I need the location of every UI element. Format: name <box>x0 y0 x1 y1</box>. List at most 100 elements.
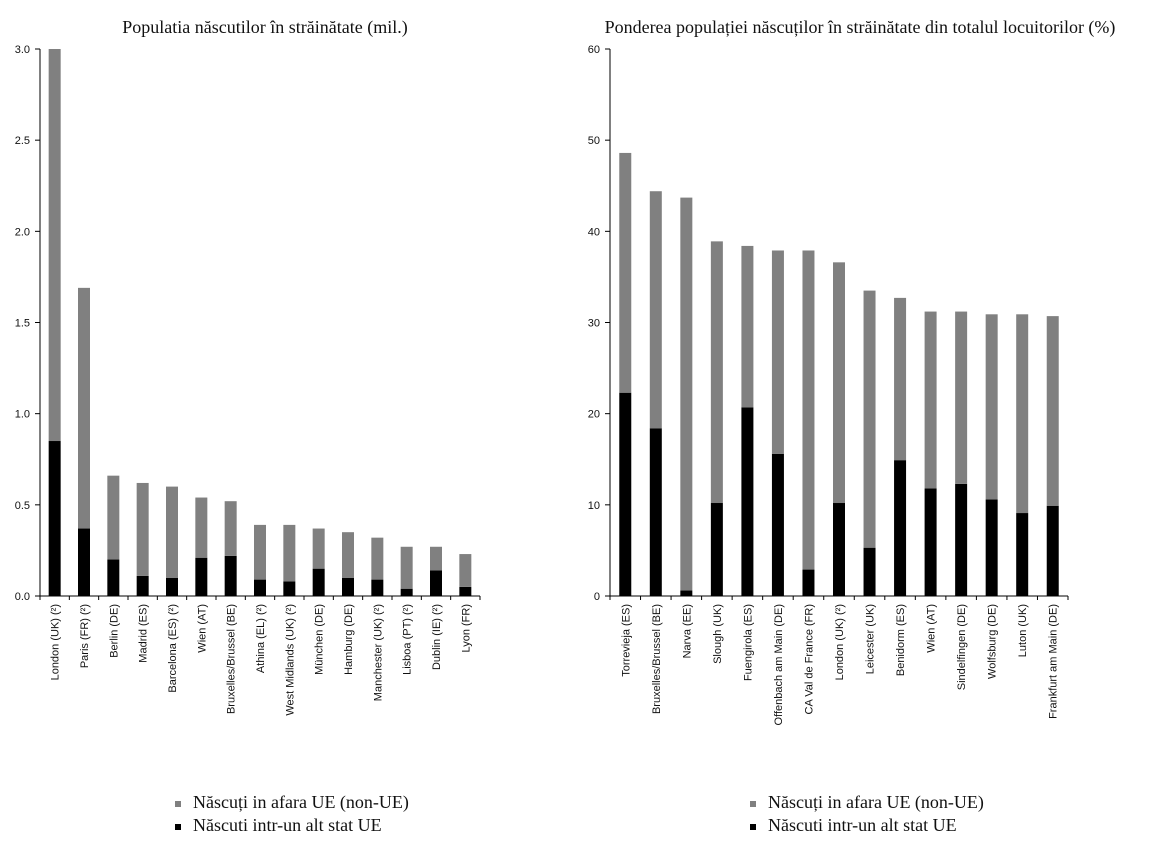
x-category-label: Torrevieja (ES) <box>620 604 632 677</box>
bar-eu <box>649 428 662 596</box>
bar-eu <box>136 575 149 596</box>
x-category-label: Narva (EE) <box>681 604 693 658</box>
y-tick-label: 0 <box>594 591 600 603</box>
bar-non-eu <box>78 287 90 529</box>
x-category-label: Frankfurt am Main (DE) <box>1048 604 1060 719</box>
bar-eu <box>78 528 90 596</box>
y-tick-label: 1.5 <box>15 318 30 330</box>
legend-swatch <box>175 824 181 830</box>
bar-eu <box>371 579 384 596</box>
bar-eu <box>283 581 296 596</box>
x-category-label: München (DE) <box>314 604 326 675</box>
bar-eu <box>771 453 784 596</box>
y-tick-label: 0.5 <box>15 500 30 512</box>
x-category-label: Berlin (DE) <box>108 604 120 658</box>
bar-eu <box>48 441 61 596</box>
chart-title: Populatia născutilor în străinătate (mil… <box>122 17 407 38</box>
legend-swatch <box>750 801 756 807</box>
bar-non-eu <box>48 49 61 442</box>
bar-non-eu <box>166 486 178 578</box>
chart-title: Ponderea populației născuților în străin… <box>605 17 1116 38</box>
bar-non-eu <box>680 197 693 591</box>
x-category-label: Slough (UK) <box>712 604 724 664</box>
x-category-label: London (UK) (²) <box>50 604 62 680</box>
bar-non-eu <box>1046 316 1059 506</box>
x-category-label: Lyon (FR) <box>460 604 472 653</box>
bar-non-eu <box>924 311 937 489</box>
x-category-label: West Midlands (UK) (²) <box>284 604 296 716</box>
x-category-label: Sindelfingen (DE) <box>956 604 968 690</box>
bar-non-eu <box>107 475 120 560</box>
bar-non-eu <box>1016 314 1029 514</box>
bar-eu <box>741 407 754 596</box>
bar-non-eu <box>833 262 845 504</box>
bar-eu <box>619 392 632 596</box>
x-category-label: Barcelona (ES) (²) <box>167 604 179 693</box>
bar-non-eu <box>224 501 237 556</box>
bar-non-eu <box>863 290 876 548</box>
legend-swatch <box>750 824 756 830</box>
bar-eu <box>710 503 723 596</box>
bar-non-eu <box>955 311 968 484</box>
x-category-label: Paris (FR) (²) <box>79 604 91 668</box>
y-tick-label: 0.0 <box>15 591 30 603</box>
x-category-label: Benidorm (ES) <box>895 604 907 676</box>
bar-eu <box>254 579 266 596</box>
bar-eu <box>863 547 876 596</box>
bar-eu <box>400 588 413 596</box>
x-category-label: Wien (AT) <box>196 604 208 653</box>
y-tick-label: 10 <box>588 500 600 512</box>
bar-non-eu <box>894 297 907 461</box>
bar-eu <box>224 555 237 596</box>
legend-label: Născuti intr-un alt stat UE <box>768 815 957 835</box>
bar-non-eu <box>342 532 354 578</box>
bar-eu <box>459 586 472 596</box>
bar-eu <box>195 557 208 596</box>
x-category-label: Bruxelles/Brussel (BE) <box>651 604 663 714</box>
x-category-label: Madrid (ES) <box>138 604 150 663</box>
y-tick-label: 1.0 <box>15 409 30 421</box>
bar-non-eu <box>254 524 266 580</box>
bar-eu <box>833 503 845 596</box>
bar-non-eu <box>430 546 442 571</box>
bar-eu <box>955 483 968 596</box>
x-category-label: Hamburg (DE) <box>343 604 355 675</box>
bar-eu <box>312 568 325 596</box>
legend-swatch <box>175 801 181 807</box>
bar-eu <box>680 590 693 596</box>
bar-eu <box>1016 513 1029 596</box>
x-category-label: Athina (EL) (²) <box>255 604 267 673</box>
bar-non-eu <box>649 191 662 429</box>
x-category-label: Bruxelles/Brussel (BE) <box>226 604 238 714</box>
legend-label: Născuți in afara UE (non-UE) <box>193 792 409 813</box>
y-tick-label: 30 <box>588 318 600 330</box>
bar-eu <box>430 570 442 596</box>
bar-non-eu <box>459 554 472 587</box>
bar-non-eu <box>741 245 754 408</box>
x-category-label: Leicester (UK) <box>865 604 877 674</box>
bar-eu <box>985 499 998 596</box>
bar-non-eu <box>195 497 208 558</box>
y-tick-label: 40 <box>588 226 600 238</box>
x-category-label: Wolfsburg (DE) <box>987 604 999 679</box>
bar-non-eu <box>312 528 325 569</box>
legend-label: Născuti intr-un alt stat UE <box>193 815 382 835</box>
bar-non-eu <box>985 314 998 500</box>
y-tick-label: 3.0 <box>15 44 30 56</box>
bar-non-eu <box>710 241 723 504</box>
x-category-label: Offenbach am Main (DE) <box>773 604 785 725</box>
y-tick-label: 20 <box>588 409 600 421</box>
bar-eu <box>924 488 937 596</box>
bar-eu <box>342 577 354 596</box>
bar-non-eu <box>771 250 784 454</box>
legend-label: Născuți in afara UE (non-UE) <box>768 792 984 813</box>
x-category-label: London (UK) (²) <box>834 604 846 680</box>
bar-non-eu <box>400 546 413 589</box>
y-tick-label: 2.0 <box>15 226 30 238</box>
bar-eu <box>894 460 907 596</box>
bar-non-eu <box>619 152 632 393</box>
y-tick-label: 60 <box>588 44 600 56</box>
x-category-label: Dublin (IE) (²) <box>431 604 443 670</box>
